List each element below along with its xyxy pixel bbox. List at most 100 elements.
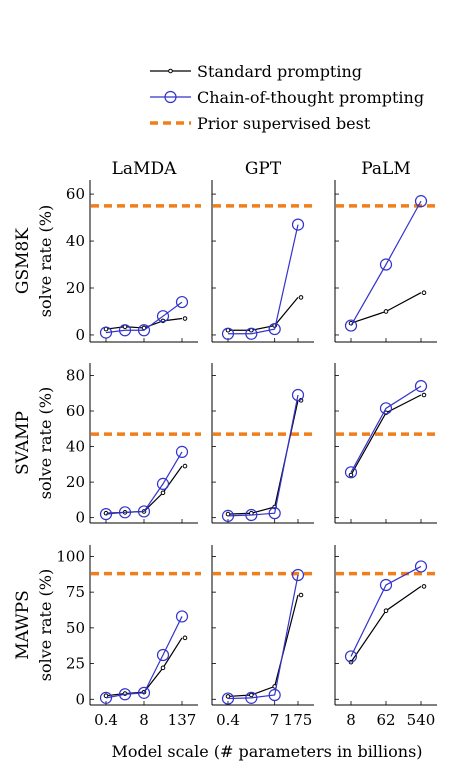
x-tick-label: 540 xyxy=(407,711,436,729)
data-point-cot xyxy=(291,388,305,402)
chart-panels: 0 20 40 60 0 20 40 60 80 0 25 50 75 100 0.4 8 137 0.4 7 175… xyxy=(56,180,440,729)
panel-svamp-lamda: 0 20 40 60 80 xyxy=(66,363,201,527)
data-point-cot xyxy=(414,560,428,573)
y-tick-label: 75 xyxy=(66,583,85,601)
series-line-std xyxy=(227,594,299,698)
data-point-cot xyxy=(245,691,258,704)
data-point-std xyxy=(348,472,354,478)
y-tick-label: 40 xyxy=(66,232,85,250)
panel-mawps-lamda: 0 25 50 75 100 0.4 8 137 xyxy=(56,545,201,729)
data-point-std xyxy=(225,694,231,699)
data-point-std xyxy=(383,608,389,614)
data-point-std xyxy=(383,309,389,314)
data-point-cot xyxy=(245,327,258,340)
data-point-std xyxy=(249,692,254,698)
data-point-cot xyxy=(175,445,189,458)
series-line-cot xyxy=(350,200,422,326)
data-point-cot xyxy=(221,509,235,522)
y-tick-label: 20 xyxy=(66,279,85,297)
y-axis-label-mawps: solve rate (%) xyxy=(36,569,55,681)
y-tick-label: 60 xyxy=(66,402,85,420)
series-line-std xyxy=(227,400,299,515)
data-point-cot xyxy=(245,508,258,522)
data-point-cot xyxy=(268,322,281,336)
x-axis-label: Model scale (# parameters in billions) xyxy=(111,742,422,761)
series-line-std xyxy=(228,297,299,331)
series-line-std xyxy=(350,394,422,476)
y-tick-label: 80 xyxy=(66,366,85,384)
data-point-std xyxy=(421,584,427,589)
y-axis-label-gsm8k: solve rate (%) xyxy=(36,205,55,317)
row-title-mawps: MAWPS xyxy=(13,590,33,660)
y-tick-label: 0 xyxy=(75,690,85,708)
y-tick-label: 20 xyxy=(66,473,85,491)
data-point-std xyxy=(160,665,166,671)
data-point-std xyxy=(421,290,427,295)
legend-marker-cot xyxy=(164,90,177,104)
x-tick-label: 62 xyxy=(376,711,395,729)
series-line-cot xyxy=(350,385,422,473)
data-point-cot xyxy=(344,466,358,479)
row-title-svamp: SVAMP xyxy=(13,411,33,475)
data-point-std xyxy=(103,693,109,699)
data-point-std xyxy=(182,316,188,321)
data-point-std xyxy=(160,490,166,496)
data-point-cot xyxy=(99,691,113,704)
y-tick-label: 0 xyxy=(75,326,85,344)
data-point-cot xyxy=(344,319,358,332)
series-line-std xyxy=(350,585,422,663)
data-point-cot xyxy=(379,402,393,415)
y-tick-label: 40 xyxy=(66,438,85,456)
panel-svamp-palm xyxy=(334,363,440,524)
y-tick-label: 50 xyxy=(66,619,85,637)
legend-label-std: Standard prompting xyxy=(197,62,362,81)
data-point-cot xyxy=(99,508,113,521)
column-title-lamda: LaMDA xyxy=(112,159,177,179)
x-tick-label: 137 xyxy=(168,711,197,729)
data-point-cot xyxy=(379,258,393,271)
series-line-cot xyxy=(227,394,299,517)
series-line-cot xyxy=(228,224,299,335)
x-tick-label: 175 xyxy=(284,711,313,729)
series-line-cot xyxy=(105,451,183,515)
panel-svamp-gpt xyxy=(211,363,317,524)
column-title-palm: PaLM xyxy=(361,159,411,179)
x-tick-label: 0.4 xyxy=(94,711,118,729)
panel-gsm8k-gpt xyxy=(211,180,317,343)
data-point-cot xyxy=(137,505,151,518)
data-point-cot xyxy=(344,650,358,663)
y-tick-label: 100 xyxy=(56,547,85,565)
data-point-cot xyxy=(175,610,189,623)
data-point-std xyxy=(421,392,427,398)
series-line-cot xyxy=(105,301,183,334)
legend-label-cot: Chain-of-thought prompting xyxy=(197,88,424,107)
data-point-cot xyxy=(137,324,151,337)
data-point-cot xyxy=(156,310,170,323)
legend-item-prior: Prior supervised best xyxy=(150,114,371,133)
data-point-std xyxy=(298,592,304,598)
legend-label-prior: Prior supervised best xyxy=(197,114,371,133)
x-tick-label: 8 xyxy=(346,711,356,729)
y-tick-label: 25 xyxy=(66,655,85,673)
data-point-cot xyxy=(268,507,281,520)
data-point-cot xyxy=(175,295,189,309)
row-titles: GSM8K solve rate (%)SVAMP solve rate (%)MA… xyxy=(13,205,55,681)
data-point-cot xyxy=(268,688,281,702)
x-tick-label: 7 xyxy=(270,711,280,729)
panel-gsm8k-palm xyxy=(334,180,440,343)
data-point-std xyxy=(225,511,231,517)
legend-item-cot: Chain-of-thought prompting xyxy=(150,88,424,107)
y-tick-label: 0 xyxy=(75,509,85,527)
row-title-gsm8k: GSM8K xyxy=(13,228,33,294)
data-point-cot xyxy=(118,324,132,337)
column-titles: LaMDA GPT PaLM xyxy=(112,159,411,179)
data-point-cot xyxy=(118,506,132,519)
series-line-cot xyxy=(227,574,299,700)
data-point-cot xyxy=(221,692,235,705)
data-point-cot xyxy=(291,218,305,231)
legend: Standard prompting Chain-of-thought promp… xyxy=(150,62,424,133)
x-tick-label: 8 xyxy=(139,711,149,729)
panel-mawps-gpt: 0.4 7 175 xyxy=(211,545,317,729)
legend-marker-std xyxy=(168,68,173,74)
